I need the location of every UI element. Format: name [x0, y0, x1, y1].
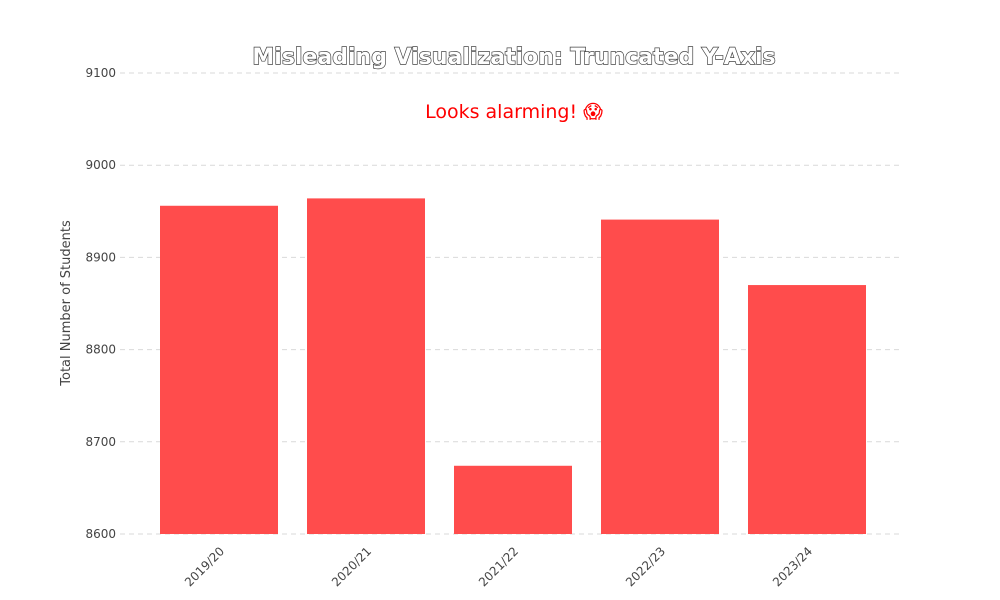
- y-tick-label: 8600: [85, 527, 116, 541]
- x-tick-label: 2021/22: [476, 544, 521, 589]
- y-tick-label: 8900: [85, 250, 116, 264]
- x-tick-label: 2019/20: [182, 544, 227, 589]
- y-tick-labels: 8600 8700 8800 8900 9000 9100: [85, 66, 116, 541]
- y-tick-label: 9100: [85, 66, 116, 80]
- chart-title: Misleading Visualization: Truncated Y-Ax…: [252, 45, 775, 70]
- bar-2021-22: [454, 465, 572, 534]
- bars: [160, 198, 866, 534]
- bar-2022-23: [601, 219, 719, 534]
- y-tick-label: 9000: [85, 158, 116, 172]
- y-tick-label: 8700: [85, 435, 116, 449]
- x-tick-label: 2023/24: [770, 544, 815, 589]
- y-tick-label: 8800: [85, 343, 116, 357]
- bar-2023-24: [748, 285, 866, 534]
- x-tick-label: 2020/21: [329, 544, 374, 589]
- bar-2019-20: [160, 205, 278, 534]
- y-axis-label: Total Number of Students: [59, 220, 74, 387]
- bar-2020-21: [307, 198, 425, 534]
- x-tick-labels: 2019/20 2020/21 2021/22 2022/23 2023/24: [182, 544, 815, 589]
- x-tick-label: 2022/23: [623, 544, 668, 589]
- chart-annotation: Looks alarming! 😱: [425, 101, 603, 123]
